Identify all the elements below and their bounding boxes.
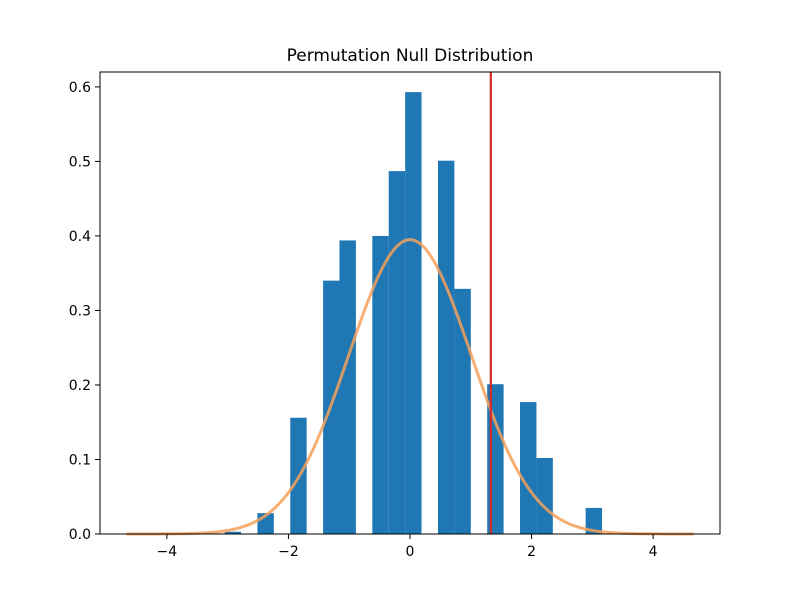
histogram-bar: [585, 507, 603, 534]
x-tick-label: 0: [406, 544, 415, 560]
histogram-bar: [437, 160, 455, 534]
histogram-bar: [339, 240, 356, 535]
x-tick-label: 4: [649, 544, 658, 560]
y-tick-label: 0.2: [69, 378, 91, 394]
y-tick-label: 0.3: [69, 303, 91, 319]
histogram-bars: [224, 92, 603, 535]
histogram-bar: [536, 457, 553, 534]
histogram-bar: [224, 531, 242, 534]
histogram-bar: [520, 402, 537, 534]
histogram-bar: [405, 92, 422, 534]
x-tick-label: 2: [527, 544, 536, 560]
x-tick-label: −2: [278, 544, 299, 560]
normal-pdf-curve: [125, 238, 695, 536]
y-axis: 0.0 0.1 0.2 0.3 0.4 0.5 0.6: [69, 80, 100, 543]
y-tick-label: 0.5: [69, 154, 91, 170]
histogram-bar: [372, 235, 389, 534]
x-axis: −4 −2 0 2 4: [157, 534, 658, 560]
plot-frame: [99, 71, 721, 535]
y-tick-label: 0.1: [69, 452, 91, 468]
y-tick-label: 0.0: [69, 527, 91, 543]
histogram-bar: [388, 171, 406, 534]
y-tick-label: 0.6: [69, 80, 91, 96]
histogram-bar: [454, 288, 471, 534]
y-tick-label: 0.4: [69, 229, 91, 245]
chart-title: Permutation Null Distribution: [287, 46, 534, 66]
x-tick-label: −4: [157, 544, 178, 560]
